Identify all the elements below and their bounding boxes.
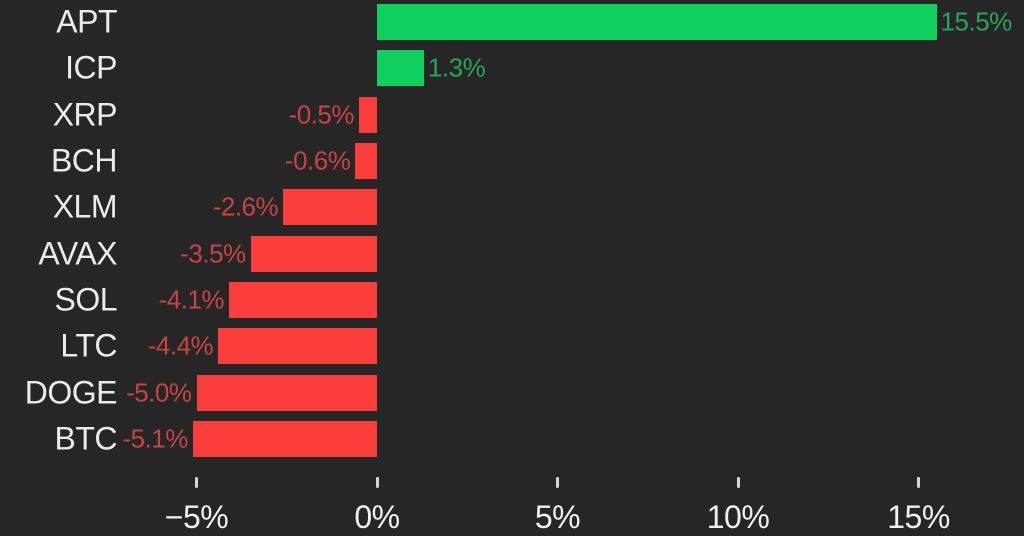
- bar-bch: [355, 143, 377, 180]
- value-label-avax: -3.5%: [180, 238, 246, 269]
- category-label-xlm: XLM: [52, 188, 118, 225]
- axis-tick-mark: [375, 477, 379, 488]
- category-label-sol: SOL: [54, 281, 117, 318]
- category-label-avax: AVAX: [38, 235, 117, 272]
- category-label-btc: BTC: [54, 420, 118, 457]
- category-label-icp: ICP: [65, 49, 117, 86]
- axis-tick-label: −5%: [164, 499, 229, 535]
- chart-row-avax: AVAX -3.5%: [0, 235, 1024, 272]
- category-label-bch: BCH: [50, 142, 118, 179]
- value-label-btc: -5.1%: [122, 423, 188, 454]
- bar-doge: [196, 374, 377, 411]
- axis-tick-mark: [195, 477, 198, 488]
- axis-tick-label: 10%: [706, 499, 770, 535]
- axis-tick-label: 0%: [354, 499, 400, 535]
- chart-row-doge: DOGE -5.0%: [0, 374, 1024, 411]
- category-label-apt: APT: [56, 3, 117, 40]
- bar-btc: [192, 421, 377, 458]
- value-label-apt: 15.5%: [940, 6, 1013, 37]
- value-label-bch: -0.6%: [284, 145, 351, 176]
- value-label-xlm: -2.6%: [212, 191, 279, 222]
- bar-xlm: [283, 189, 377, 226]
- chart-row-xlm: XLM -2.6%: [0, 188, 1024, 226]
- category-label-xrp: XRP: [52, 96, 118, 133]
- category-label-doge: DOGE: [24, 374, 118, 411]
- bar-ltc: [218, 328, 377, 365]
- value-label-sol: -4.1%: [158, 284, 225, 315]
- category-label-ltc: LTC: [60, 327, 117, 364]
- value-label-icp: 1.3%: [427, 52, 486, 83]
- bar-sol: [228, 282, 377, 319]
- bar-apt: [377, 4, 937, 40]
- chart-row-sol: SOL -4.1%: [0, 281, 1024, 319]
- bar-avax: [250, 235, 377, 272]
- axis-tick-mark: [736, 477, 740, 488]
- axis-tick-label: 5%: [534, 499, 581, 535]
- bar-icp: [377, 50, 424, 87]
- chart-row-ltc: LTC -4.4%: [0, 327, 1024, 365]
- chart-row-icp: ICP 1.3%: [0, 49, 1024, 87]
- value-label-ltc: -4.4%: [147, 330, 214, 361]
- chart-row-apt: APT 15.5%: [0, 4, 1024, 40]
- chart-row-xrp: XRP -0.5%: [0, 96, 1024, 133]
- chart-row-btc: BTC -5.1%: [0, 420, 1024, 458]
- axis-tick-label: 15%: [887, 499, 950, 535]
- axis-tick-mark: [917, 477, 920, 488]
- bar-xrp: [358, 96, 377, 133]
- axis-tick-mark: [556, 477, 559, 488]
- value-label-doge: -5.0%: [126, 377, 192, 408]
- chart-row-bch: BCH -0.6%: [0, 142, 1024, 180]
- value-label-xrp: -0.5%: [288, 99, 355, 130]
